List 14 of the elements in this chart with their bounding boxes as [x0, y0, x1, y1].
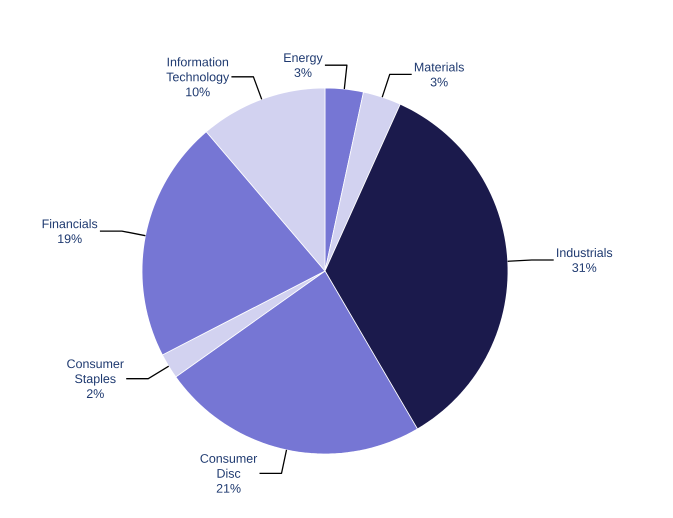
- slice-label: Materials: [414, 62, 464, 72]
- data-label: 19%: [58, 234, 82, 244]
- data-label: 21%: [216, 484, 241, 493]
- slice-label: Information Technology: [166, 57, 230, 84]
- slice-label: Consumer Disc: [200, 454, 258, 478]
- data-label: 3%: [294, 68, 312, 78]
- data-label: 2%: [86, 389, 104, 398]
- data-label: 10%: [186, 88, 210, 96]
- slice-label: Energy: [284, 53, 323, 65]
- data-label: 31%: [572, 263, 596, 272]
- slice-label: Consumer Staples: [67, 359, 124, 386]
- slice-label: Industrials: [557, 248, 612, 258]
- slice-label: Financials: [42, 219, 98, 228]
- data-label: 3%: [430, 78, 448, 86]
